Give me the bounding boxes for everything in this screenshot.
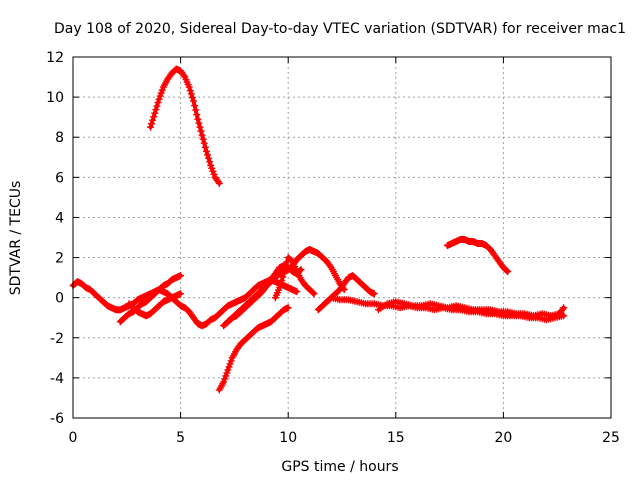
data-point bbox=[559, 305, 567, 313]
series-arc-1 bbox=[147, 65, 223, 187]
data-point bbox=[150, 113, 158, 121]
data-point bbox=[503, 267, 511, 275]
y-tick-label: -4 bbox=[50, 371, 64, 387]
data-point bbox=[186, 87, 194, 95]
data-point bbox=[504, 268, 512, 276]
data-point bbox=[187, 90, 195, 98]
data-point bbox=[205, 154, 213, 162]
data-point bbox=[226, 360, 234, 368]
series-arc-8 bbox=[271, 254, 318, 302]
data-point bbox=[196, 123, 204, 131]
data-point bbox=[278, 277, 286, 285]
data-point bbox=[560, 304, 568, 312]
data-point bbox=[188, 94, 196, 102]
data-point bbox=[276, 284, 284, 292]
data-point bbox=[193, 111, 201, 119]
x-axis-label: GPS time / hours bbox=[281, 459, 398, 475]
data-point bbox=[214, 178, 222, 186]
data-point bbox=[195, 119, 203, 127]
data-point bbox=[279, 273, 287, 281]
data-point bbox=[185, 83, 193, 91]
data-point bbox=[192, 106, 200, 114]
y-axis-label: SDTVAR / TECUs bbox=[8, 181, 24, 296]
data-point bbox=[154, 99, 162, 107]
data-point bbox=[200, 139, 208, 147]
axis-ticks: 0 5 10 15 20 25 -6 -4 -2 0 2 4 6 8 10 12 bbox=[46, 50, 620, 446]
data-point bbox=[310, 290, 318, 298]
y-tick-label: 4 bbox=[55, 210, 64, 226]
data-point bbox=[153, 102, 161, 110]
data-point bbox=[206, 158, 214, 166]
data-point bbox=[148, 120, 155, 128]
plot-border bbox=[72, 56, 612, 419]
y-tick-label: 2 bbox=[55, 251, 64, 267]
x-tick-label: 25 bbox=[602, 430, 620, 446]
data-point bbox=[280, 270, 288, 278]
data-point bbox=[191, 102, 199, 110]
data-point bbox=[151, 109, 159, 117]
x-tick-label: 5 bbox=[176, 430, 185, 446]
data-point bbox=[199, 135, 207, 143]
data-point bbox=[560, 312, 568, 320]
y-tick-label: 0 bbox=[55, 291, 64, 307]
data-series bbox=[69, 65, 568, 394]
data-point bbox=[282, 262, 290, 270]
grid bbox=[73, 57, 611, 418]
data-point bbox=[197, 127, 205, 135]
series-arc-5 bbox=[215, 304, 292, 394]
data-point bbox=[152, 106, 160, 114]
y-tick-label: 6 bbox=[55, 170, 64, 186]
x-tick-label: 0 bbox=[69, 430, 78, 446]
y-tick-label: 8 bbox=[55, 130, 64, 146]
series-arc-11 bbox=[375, 298, 568, 320]
data-point bbox=[370, 290, 378, 298]
data-point bbox=[201, 143, 209, 151]
data-point bbox=[277, 280, 285, 288]
data-point bbox=[204, 151, 211, 159]
data-point bbox=[147, 123, 154, 131]
data-point bbox=[194, 115, 202, 123]
data-point bbox=[293, 288, 301, 296]
series-line bbox=[148, 67, 222, 186]
y-tick-label: 10 bbox=[46, 90, 64, 106]
y-tick-label: -2 bbox=[50, 331, 64, 347]
y-tick-label: -6 bbox=[50, 411, 64, 427]
y-tick-label: 12 bbox=[46, 50, 64, 66]
chart-title: Day 108 of 2020, Sidereal Day-to-day VTE… bbox=[54, 21, 626, 37]
data-point bbox=[190, 97, 197, 105]
data-point bbox=[149, 116, 157, 124]
data-point bbox=[284, 304, 292, 312]
data-point bbox=[202, 147, 210, 155]
data-point bbox=[180, 72, 188, 80]
data-point bbox=[177, 272, 185, 280]
series-arc-12 bbox=[443, 236, 512, 276]
data-point bbox=[309, 289, 317, 297]
x-tick-label: 15 bbox=[387, 430, 405, 446]
x-tick-label: 20 bbox=[494, 430, 512, 446]
x-tick-label: 10 bbox=[279, 430, 297, 446]
data-point bbox=[281, 266, 289, 274]
series-arc-4 bbox=[125, 290, 185, 320]
data-point bbox=[215, 179, 223, 187]
series-arc-3 bbox=[116, 272, 185, 326]
data-point bbox=[177, 290, 185, 298]
data-point bbox=[198, 131, 206, 139]
